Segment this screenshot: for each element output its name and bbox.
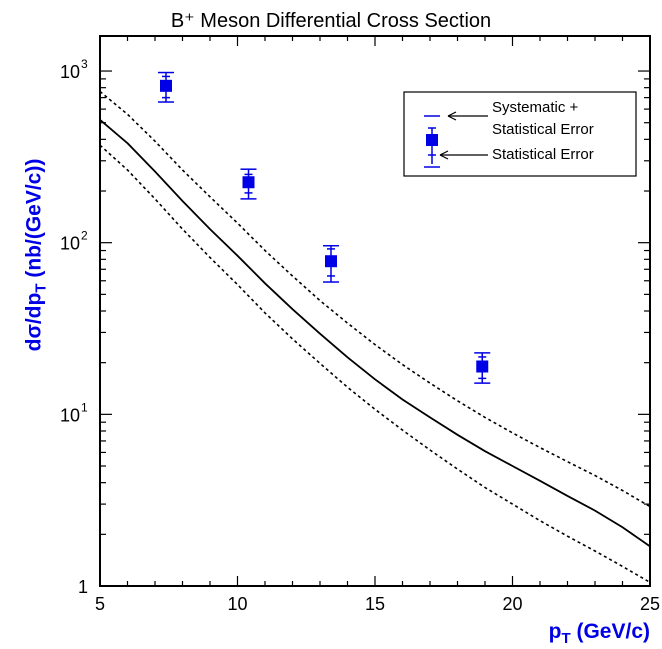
- data-point: [323, 244, 339, 283]
- x-tick-label: 25: [640, 594, 660, 614]
- y-axis-label-rest: (nb/(GeV/c)): [22, 158, 46, 284]
- y-tick-label: 10 1: [60, 400, 88, 425]
- x-tick-label: 5: [95, 594, 105, 614]
- data-marker: [242, 176, 255, 189]
- y-tick-label-base: 10: [60, 234, 80, 254]
- y-tick-label-base: 10: [60, 405, 80, 425]
- y-tick-label: 10 2: [60, 229, 88, 254]
- y-axis-label-main: dσ/dp: [22, 292, 46, 352]
- theory-central-line: [99, 119, 651, 548]
- theory-curves: [99, 90, 651, 584]
- data-point: [474, 352, 491, 384]
- y-axis-label-sub: T: [32, 283, 50, 293]
- y-tick-label-exp: 2: [81, 229, 88, 243]
- x-tick-label: 10: [227, 594, 247, 614]
- y-tick-label-base: 10: [60, 62, 80, 82]
- legend-arrowhead-systematic: [447, 111, 457, 121]
- legend-box: [403, 91, 637, 177]
- legend-systematic-label-1: Systematic +: [492, 99, 579, 116]
- theory-lower-line: [99, 144, 651, 584]
- theory-upper-line: [99, 90, 651, 508]
- x-axis-label-main: p: [548, 620, 562, 643]
- data-marker: [160, 79, 172, 92]
- legend-statistical-label: Statistical Error: [492, 146, 594, 163]
- y-tick-label-exp: 3: [81, 57, 88, 71]
- data-point: [158, 71, 174, 103]
- y-tick-label-base: 1: [78, 577, 88, 597]
- data-marker: [325, 255, 337, 268]
- x-axis-label-rest: (GeV/c): [570, 620, 650, 643]
- data-points: [158, 71, 491, 384]
- legend: [403, 91, 637, 177]
- chart-title: B⁺ Meson Differential Cross Section: [170, 10, 492, 32]
- legend-arrowhead-statistical: [439, 150, 449, 160]
- y-axis-label: dσ/dpT (nb/(GeV/c)): [22, 159, 49, 352]
- legend-marker: [426, 134, 438, 146]
- legend-systematic-label-2: Statistical Error: [492, 121, 594, 138]
- x-axis-label: pT (GeV/c): [549, 620, 650, 647]
- y-tick-label: 10 3: [60, 57, 88, 82]
- x-axis-label-sub: T: [561, 630, 571, 648]
- data-marker: [476, 360, 489, 373]
- y-tick-label: 1: [78, 577, 88, 597]
- x-axis-ticks: 5 10 15 20 25: [95, 36, 660, 614]
- x-tick-label: 15: [365, 594, 385, 614]
- y-tick-label-exp: 1: [81, 400, 88, 414]
- data-point: [240, 168, 257, 200]
- x-tick-label: 20: [502, 594, 522, 614]
